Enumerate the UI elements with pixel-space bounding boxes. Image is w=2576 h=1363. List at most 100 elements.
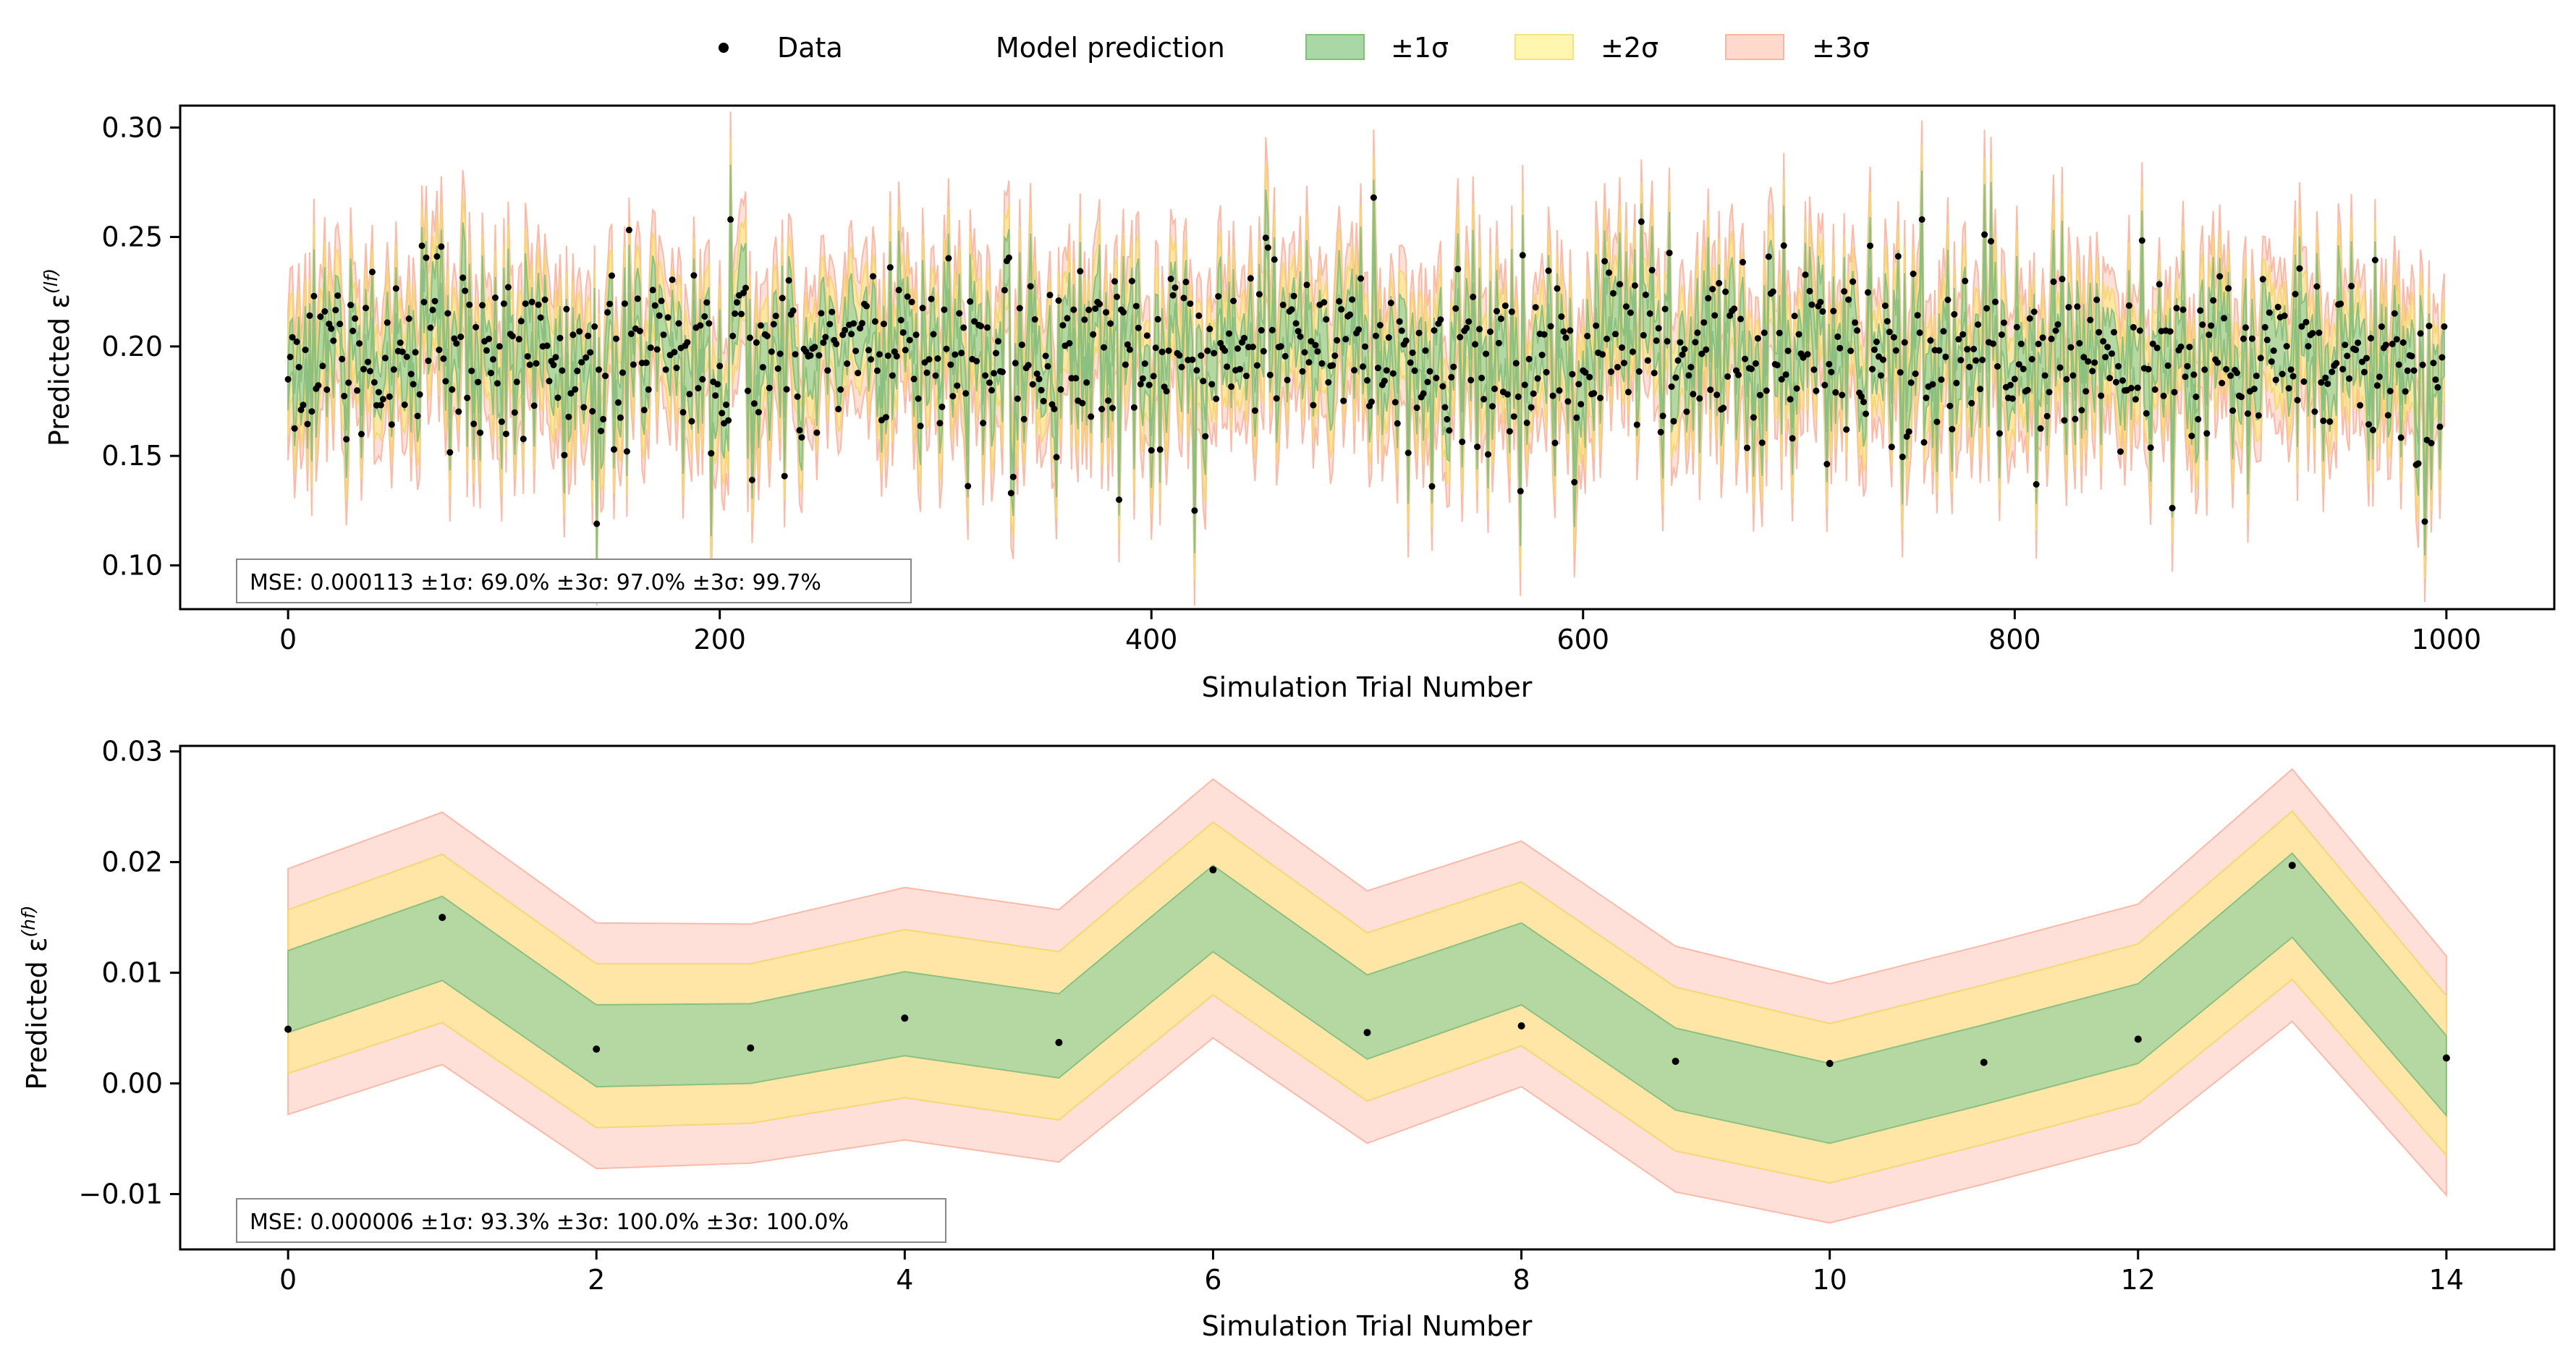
lf-data-point [2052, 327, 2059, 334]
lf-data-point [1720, 404, 1727, 412]
lf-data-point [1111, 278, 1118, 285]
lf-data-point [1281, 352, 1289, 360]
lf-data-point [1666, 250, 1673, 257]
lf-data-point [1629, 348, 1636, 355]
lf-data-point [470, 420, 478, 428]
hf-x-axis: 0 2 4 6 8 10 12 14 [279, 1249, 2464, 1296]
lf-data-point [2397, 434, 2405, 441]
lf-data-point [2296, 265, 2303, 272]
lf-data-point [796, 427, 803, 434]
lf-data-point [1268, 326, 1276, 334]
lf-data-point [1892, 347, 1899, 354]
lf-plot-frame [179, 104, 2556, 611]
lf-data-point [589, 408, 596, 415]
lf-data-point [300, 402, 307, 409]
lf-data-point [2078, 407, 2085, 414]
lf-data-point [2024, 386, 2031, 394]
lf-data-point [906, 336, 913, 344]
lf-data-point [1551, 439, 1559, 446]
lf-data-point [1243, 373, 1250, 380]
lf-data-point [1476, 326, 1483, 333]
legend-band3-swatch [1725, 34, 1784, 60]
lf-data-point [1577, 401, 1585, 408]
lf-data-point [403, 353, 410, 360]
lf-data-point [2138, 237, 2145, 244]
lf-data-point [928, 295, 935, 302]
legend-data-marker [719, 43, 729, 53]
lf-data-point [1860, 399, 1867, 406]
lf-data-point [2337, 300, 2344, 307]
lf-data-point [2102, 354, 2109, 361]
lf-data-point [2342, 341, 2349, 349]
lf-data-point [1187, 300, 1194, 307]
lf-data-point [2339, 365, 2347, 373]
lf-data-point [1018, 341, 1025, 349]
x-tick-label: 0 [279, 624, 297, 655]
lf-data-point [1817, 299, 1824, 305]
lf-data-point [2087, 316, 2094, 323]
lf-data-point [902, 347, 909, 354]
lf-data-point [2106, 375, 2114, 382]
lf-data-point [2109, 350, 2115, 357]
lf-data-point [1804, 351, 1811, 358]
lf-metrics-box: MSE: 0.000113 ±1σ: 69.0% ±3σ: 97.0% ±3σ:… [236, 559, 912, 603]
lf-data-point [727, 216, 734, 223]
lf-data-point [2365, 421, 2372, 428]
lf-x-axis-label: Simulation Trial Number [1202, 671, 1533, 703]
lf-data-point [669, 276, 676, 284]
lf-data-point [930, 331, 937, 338]
hf-data-point [438, 914, 446, 922]
lf-data-point [2214, 359, 2221, 366]
lf-data-point [2177, 343, 2185, 350]
lf-data-point [1631, 282, 1638, 289]
lf-data-point [1944, 297, 1952, 303]
lf-data-point [2153, 344, 2161, 352]
lf-data-point [524, 353, 531, 360]
lf-data-point [1742, 355, 1748, 362]
lf-data-point [1114, 293, 1120, 300]
lf-data-point [999, 368, 1006, 375]
lf-data-point [526, 361, 533, 368]
lf-data-point [1992, 298, 1999, 305]
lf-data-point [623, 448, 630, 455]
lf-data-point [2281, 313, 2288, 319]
lf-data-point [2320, 417, 2327, 425]
lf-data-point [1038, 386, 1045, 394]
lf-data-point [835, 405, 842, 412]
lf-data-point [2309, 330, 2316, 337]
lf-data-point [291, 425, 298, 432]
lf-data-point [656, 312, 663, 319]
lf-data-point [319, 362, 326, 370]
lf-data-point [1685, 372, 1692, 379]
lf-data-point [621, 300, 628, 307]
lf-data-point [2270, 347, 2277, 354]
lf-data-point [1951, 311, 1958, 318]
lf-data-point [1545, 267, 1552, 274]
lf-data-point [1923, 394, 1930, 402]
lf-data-point [910, 375, 918, 383]
lf-data-point [1683, 408, 1690, 415]
lf-data-point [941, 306, 948, 313]
lf-data-point [1409, 349, 1416, 357]
lf-data-point [2263, 336, 2271, 344]
lf-data-point [779, 294, 786, 302]
lf-data-point [645, 386, 652, 393]
lf-data-point [1754, 335, 1761, 342]
lf-data-point [2298, 323, 2305, 330]
lf-data-point [1870, 346, 1878, 353]
lf-data-point [2242, 324, 2249, 331]
lf-data-point [755, 409, 762, 416]
lf-data-point [1839, 391, 1846, 399]
lf-data-point [486, 336, 492, 342]
lf-data-point [1178, 363, 1185, 370]
lf-data-point [2432, 376, 2439, 383]
lf-data-point [297, 407, 305, 413]
lf-data-point [1031, 316, 1038, 323]
lf-data-point [2355, 339, 2362, 347]
lf-data-point [757, 322, 764, 329]
lf-data-point [1653, 337, 1660, 344]
lf-data-point [2289, 373, 2297, 380]
lf-data-point [781, 472, 788, 480]
lf-data-point [1901, 339, 1908, 346]
lf-data-point [699, 375, 706, 383]
